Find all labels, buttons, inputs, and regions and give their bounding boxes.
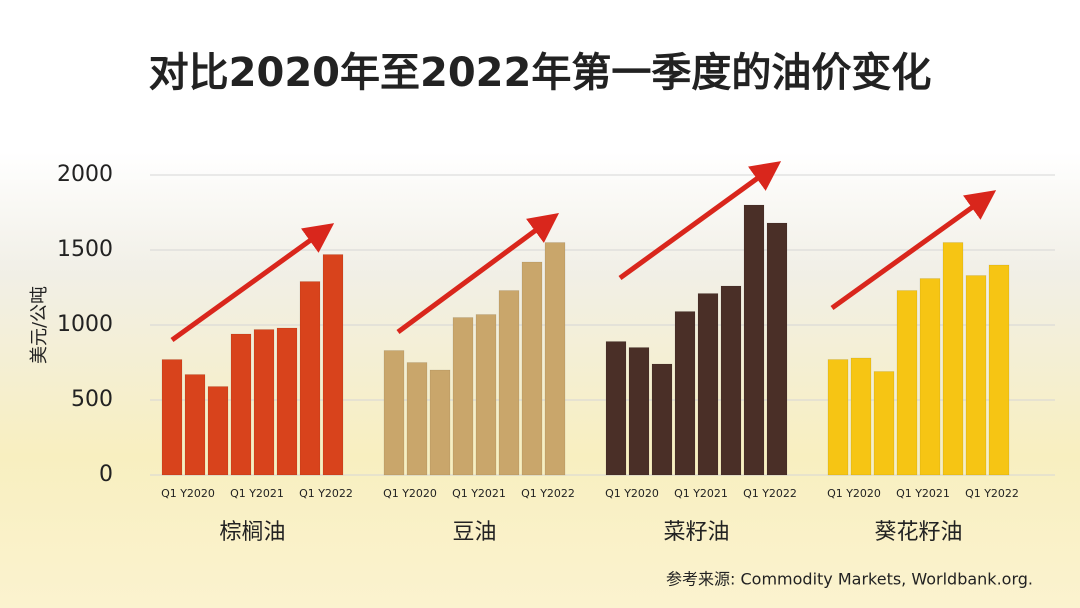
series-label: 菜籽油 — [663, 520, 729, 545]
bar — [475, 314, 497, 476]
x-tick-label: Q1 Y2022 — [743, 487, 797, 500]
bar — [429, 369, 451, 476]
bar — [850, 357, 872, 476]
x-tick-label: Q1 Y2022 — [965, 487, 1019, 500]
bar — [184, 374, 206, 476]
series-label: 豆油 — [452, 520, 496, 545]
x-tick-label: Q1 Y2020 — [161, 487, 215, 500]
y-tick-label: 0 — [99, 462, 113, 487]
bar — [942, 242, 964, 476]
bar — [322, 254, 344, 476]
bar — [276, 327, 298, 476]
x-tick-label: Q1 Y2021 — [674, 487, 728, 500]
bar — [406, 362, 428, 476]
bar — [544, 242, 566, 476]
y-tick-label: 1500 — [57, 237, 113, 262]
arrow — [618, 161, 782, 281]
bar — [720, 285, 742, 476]
bar — [697, 293, 719, 476]
bar — [161, 359, 183, 476]
y-tick-label: 1000 — [57, 312, 113, 337]
bar — [743, 204, 765, 476]
bar — [919, 278, 941, 476]
bar — [766, 222, 788, 476]
bar — [628, 347, 650, 476]
bar — [651, 363, 673, 476]
x-tick-label: Q1 Y2021 — [896, 487, 950, 500]
trend-arrows — [170, 161, 997, 343]
bar — [988, 264, 1010, 476]
bar — [873, 371, 895, 476]
bar — [207, 386, 229, 476]
bar — [827, 359, 849, 476]
y-tick-label: 2000 — [57, 162, 113, 187]
chart-title: 对比2020年至2022年第一季度的油价变化 — [149, 50, 932, 96]
bar — [299, 281, 321, 476]
y-axis-label: 美元/公吨 — [29, 286, 50, 364]
y-tick-label: 500 — [71, 387, 113, 412]
arrow — [396, 213, 560, 335]
bar — [605, 341, 627, 476]
x-tick-label: Q1 Y2021 — [230, 487, 284, 500]
arrow — [830, 190, 997, 311]
series-label: 棕榈油 — [219, 520, 285, 545]
bar — [674, 311, 696, 476]
x-tick-label: Q1 Y2020 — [827, 487, 881, 500]
bar — [383, 350, 405, 476]
bar — [253, 329, 275, 476]
bar — [452, 317, 474, 476]
x-tick-label: Q1 Y2020 — [383, 487, 437, 500]
x-tick-label: Q1 Y2022 — [521, 487, 575, 500]
bar — [896, 290, 918, 476]
bar — [521, 261, 543, 476]
bar — [230, 333, 252, 476]
arrow — [170, 223, 335, 343]
x-tick-label: Q1 Y2020 — [605, 487, 659, 500]
source: 参考来源: Commodity Markets, Worldbank.org. — [666, 570, 1033, 589]
x-tick-label: Q1 Y2022 — [299, 487, 353, 500]
bar — [965, 275, 987, 476]
bar — [498, 290, 520, 476]
series-label: 葵花籽油 — [874, 520, 962, 545]
x-tick-label: Q1 Y2021 — [452, 487, 506, 500]
